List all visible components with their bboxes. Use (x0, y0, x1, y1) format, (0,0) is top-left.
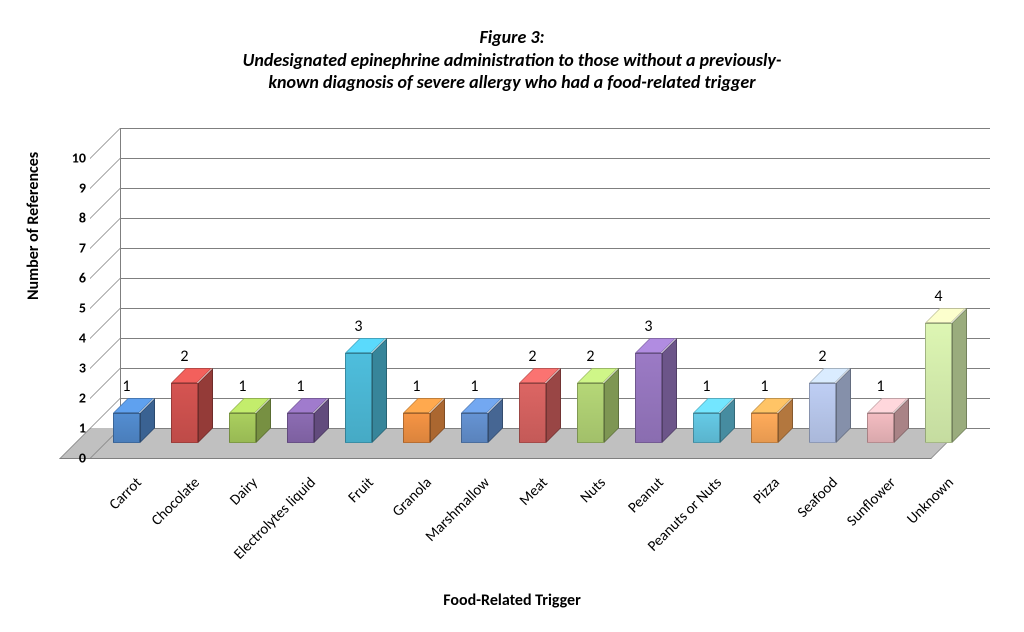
title-line-1: Figure 3: (0, 26, 1024, 49)
bar-front (403, 413, 429, 443)
bar-side (662, 338, 677, 443)
y-tick-label: 8 (62, 210, 86, 227)
y-tick-label: 4 (62, 330, 86, 347)
bar-front (577, 383, 603, 443)
bar: 1 (113, 413, 139, 443)
title-line-3: known diagnosis of severe allergy who ha… (0, 71, 1024, 94)
bar-front (693, 413, 719, 443)
bar: 2 (809, 383, 835, 443)
bar-front (519, 383, 545, 443)
y-tick-label: 2 (62, 390, 86, 407)
bar-side (952, 308, 967, 443)
figure-3-bar-chart: Figure 3: Undesignated epinephrine admin… (0, 0, 1024, 632)
bar-value-label: 1 (876, 377, 884, 396)
bar: 4 (925, 323, 951, 443)
plot-area: 012345678910 121131122311214 (90, 128, 990, 458)
bar-front (171, 383, 197, 443)
bar-value-label: 1 (412, 377, 420, 396)
y-tick-label: 7 (62, 240, 86, 257)
bar-front (809, 383, 835, 443)
bar-front (635, 353, 661, 443)
y-tick-label: 6 (62, 270, 86, 287)
bar: 1 (287, 413, 313, 443)
bar: 1 (229, 413, 255, 443)
bar-front (867, 413, 893, 443)
bar-value-label: 4 (934, 287, 942, 306)
bar: 2 (519, 383, 545, 443)
bar-value-label: 1 (238, 377, 246, 396)
bar-value-label: 1 (122, 377, 130, 396)
chart-title: Figure 3: Undesignated epinephrine admin… (0, 26, 1024, 94)
bar-front (751, 413, 777, 443)
bar: 3 (345, 353, 371, 443)
bar-front (461, 413, 487, 443)
bar-side (372, 338, 387, 443)
bar: 2 (577, 383, 603, 443)
bar-value-label: 1 (760, 377, 768, 396)
bar: 3 (635, 353, 661, 443)
bar-value-label: 1 (702, 377, 710, 396)
y-tick-label: 0 (62, 450, 86, 467)
bar-value-label: 2 (528, 347, 536, 366)
title-line-2: Undesignated epinephrine administration … (0, 49, 1024, 72)
bar-front (287, 413, 313, 443)
bar: 1 (867, 413, 893, 443)
bar-value-label: 2 (180, 347, 188, 366)
bar-value-label: 2 (818, 347, 826, 366)
bar-front (925, 323, 951, 443)
bar-value-label: 1 (470, 377, 478, 396)
bar: 2 (171, 383, 197, 443)
bar-value-label: 2 (586, 347, 594, 366)
y-tick-label: 3 (62, 360, 86, 377)
bar-front (113, 413, 139, 443)
bar: 1 (751, 413, 777, 443)
bar: 1 (693, 413, 719, 443)
bars: 121131122311214 (90, 128, 990, 458)
bar-front (345, 353, 371, 443)
bar-value-label: 3 (644, 317, 652, 336)
y-axis-label: Number of References (24, 152, 43, 300)
bar-front (229, 413, 255, 443)
bar-value-label: 3 (354, 317, 362, 336)
y-tick-label: 1 (62, 420, 86, 437)
y-tick-label: 10 (62, 150, 86, 167)
bar: 1 (461, 413, 487, 443)
bar-value-label: 1 (296, 377, 304, 396)
bar: 1 (403, 413, 429, 443)
y-tick-label: 9 (62, 180, 86, 197)
y-tick-label: 5 (62, 300, 86, 317)
